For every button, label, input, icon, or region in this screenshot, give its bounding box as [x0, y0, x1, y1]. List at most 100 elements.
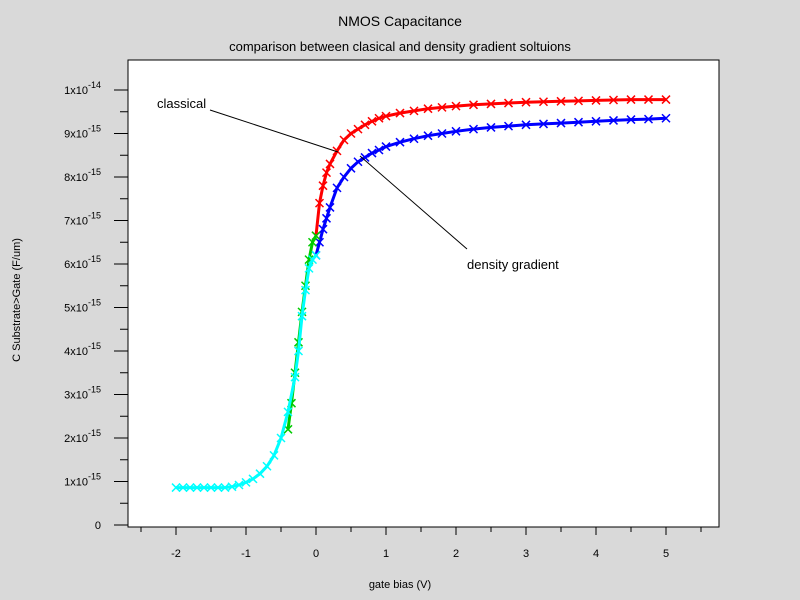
- annotations: classical density gradient: [157, 96, 559, 272]
- marker-stroke: [311, 231, 321, 241]
- marker-stroke: [486, 99, 496, 109]
- x-tick-label: 5: [663, 548, 669, 560]
- marker-stroke: [538, 119, 549, 129]
- series-1-point: [468, 124, 479, 134]
- marker-stroke: [395, 137, 405, 147]
- marker-stroke: [332, 146, 342, 156]
- x-tick-label: -2: [171, 548, 181, 560]
- marker-stroke: [503, 98, 514, 108]
- marker-stroke: [255, 469, 265, 479]
- marker-stroke: [608, 115, 619, 125]
- series-3-point: [304, 263, 314, 273]
- marker-stroke: [234, 480, 244, 490]
- marker-stroke: [381, 142, 391, 152]
- marker-stroke: [643, 95, 654, 105]
- series-0-point: [314, 198, 325, 208]
- series-3-point: [276, 433, 286, 443]
- series-3-point: [248, 474, 258, 484]
- series-0-point: [503, 98, 514, 108]
- marker-stroke: [409, 134, 419, 144]
- series-3-point: [262, 461, 272, 471]
- series-3-point: [255, 469, 265, 479]
- marker-stroke: [283, 424, 293, 434]
- marker-stroke: [538, 97, 549, 107]
- marker-stroke: [374, 113, 384, 123]
- marker-stroke: [626, 95, 636, 105]
- marker-stroke: [556, 96, 566, 106]
- marker-stroke: [300, 285, 311, 295]
- marker-stroke: [661, 113, 671, 123]
- x-tick-label: 0: [313, 548, 319, 560]
- marker-stroke: [573, 117, 584, 127]
- series-1-point: [325, 202, 335, 212]
- annotation-density-gradient: density gradient: [467, 257, 559, 272]
- y-tick-label: 2x10-15: [64, 428, 101, 445]
- marker-stroke: [314, 237, 325, 247]
- series-1-line: [314, 116, 667, 256]
- series-1-point: [395, 137, 405, 147]
- y-tick-label: 7x10-15: [64, 211, 101, 228]
- series-3-point: [192, 483, 202, 493]
- x-axis: -2 -1 0 1 2 3 4 5: [140, 527, 702, 560]
- marker-stroke: [206, 483, 216, 493]
- chart-subtitle: comparison between clasical and density …: [229, 39, 571, 54]
- series-0-point: [643, 95, 654, 105]
- series-3-point: [290, 372, 300, 382]
- series-1-point: [381, 142, 391, 152]
- marker-stroke: [643, 114, 654, 124]
- marker-stroke: [346, 128, 356, 139]
- marker-stroke: [374, 145, 384, 155]
- series-3-point: [234, 480, 244, 490]
- marker-stroke: [304, 255, 314, 265]
- series-0-point: [538, 97, 549, 107]
- series-1-point: [423, 131, 433, 141]
- marker-stroke: [395, 108, 405, 118]
- marker-stroke: [332, 183, 342, 193]
- series-3-point: [171, 483, 181, 493]
- marker-stroke: [297, 311, 307, 321]
- marker-stroke: [437, 128, 447, 139]
- marker-stroke: [283, 407, 293, 417]
- annotation-density-gradient-pointer: [359, 155, 468, 250]
- series-1-point: [661, 113, 671, 123]
- marker-stroke: [451, 126, 461, 136]
- marker-stroke: [556, 118, 566, 128]
- series-1-point: [538, 119, 549, 129]
- series-0-point: [451, 101, 461, 111]
- marker-stroke: [171, 483, 181, 493]
- series-3-point: [269, 450, 279, 460]
- series-0-point: [374, 113, 384, 123]
- series-1-point: [321, 213, 332, 223]
- marker-stroke: [353, 124, 363, 134]
- series-0-point: [608, 95, 619, 105]
- series-0-point: [409, 106, 419, 116]
- series-1-point: [374, 145, 384, 155]
- y-tick-label: 5x10-15: [64, 298, 101, 315]
- marker-stroke: [276, 433, 286, 443]
- marker-stroke: [213, 483, 223, 493]
- series-0-point: [437, 102, 447, 112]
- marker-stroke: [241, 477, 251, 487]
- series-1-point: [360, 152, 370, 162]
- marker-stroke: [220, 483, 230, 493]
- marker-stroke: [346, 163, 356, 173]
- marker-stroke: [325, 202, 335, 212]
- marker-stroke: [325, 159, 335, 169]
- x-axis-label: gate bias (V): [369, 579, 431, 591]
- x-tick-label: 3: [523, 548, 529, 560]
- series-0-point: [395, 108, 405, 118]
- series-1-point: [486, 122, 496, 132]
- series-3-point: [178, 483, 188, 493]
- series-3-point: [185, 483, 195, 493]
- marker-stroke: [185, 483, 195, 493]
- series-3-point: [199, 483, 209, 493]
- marker-stroke: [468, 100, 479, 110]
- series-3-point: [311, 250, 321, 260]
- series-0-point: [486, 99, 496, 109]
- marker-stroke: [367, 148, 377, 158]
- y-tick-label: 6x10-15: [64, 254, 101, 271]
- series-0-point: [556, 96, 566, 106]
- marker-stroke: [423, 131, 433, 141]
